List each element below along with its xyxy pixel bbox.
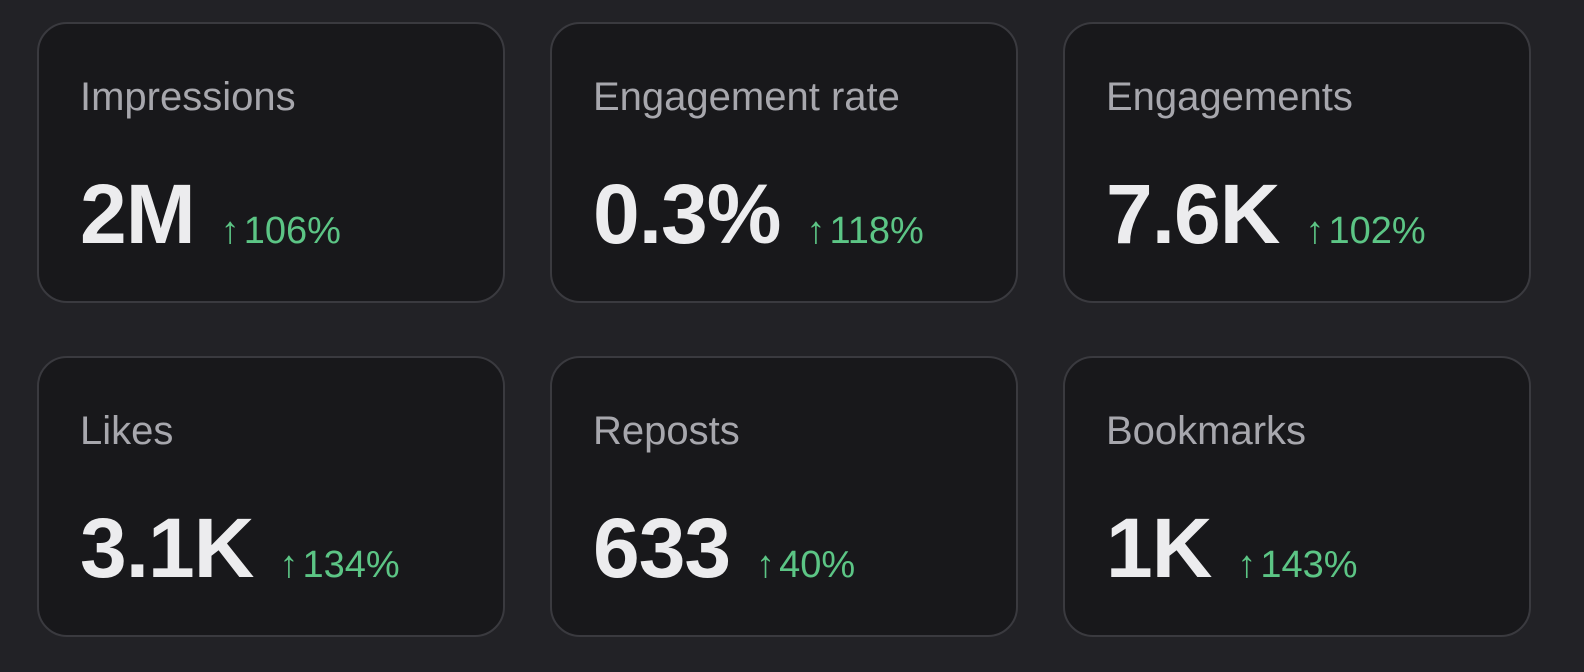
metric-change: ↑ 106% xyxy=(221,210,341,253)
metric-value: 1K xyxy=(1106,501,1212,595)
metric-change-value: 143% xyxy=(1260,544,1358,586)
metric-value-row: 633 ↑ 40% xyxy=(593,498,855,598)
metric-value-row: 0.3% ↑ 118% xyxy=(593,164,924,264)
metric-card-reposts: Reposts 633 ↑ 40% xyxy=(550,356,1018,637)
arrow-up-icon: ↑ xyxy=(806,210,826,252)
metric-card-bookmarks: Bookmarks 1K ↑ 143% xyxy=(1063,356,1531,637)
metric-change: ↑ 143% xyxy=(1237,544,1357,587)
metric-value: 0.3% xyxy=(593,167,781,261)
metric-label: Engagements xyxy=(1106,75,1353,119)
metric-label: Impressions xyxy=(80,75,296,119)
metric-value: 7.6K xyxy=(1106,167,1280,261)
metric-change: ↑ 102% xyxy=(1305,210,1425,253)
metric-card-engagement-rate: Engagement rate 0.3% ↑ 118% xyxy=(550,22,1018,303)
metric-value-row: 7.6K ↑ 102% xyxy=(1106,164,1426,264)
arrow-up-icon: ↑ xyxy=(279,544,299,586)
metric-change-value: 106% xyxy=(243,210,341,252)
metric-value: 633 xyxy=(593,501,731,595)
arrow-up-icon: ↑ xyxy=(1305,210,1325,252)
metric-change: ↑ 118% xyxy=(806,210,923,253)
metric-change: ↑ 40% xyxy=(756,544,855,587)
metric-value-row: 1K ↑ 143% xyxy=(1106,498,1358,598)
metrics-grid: Impressions 2M ↑ 106% Engagement rate 0.… xyxy=(37,22,1547,637)
metric-label: Likes xyxy=(80,409,174,453)
metric-change-value: 134% xyxy=(302,544,400,586)
metric-label: Engagement rate xyxy=(593,75,900,119)
metric-value-row: 2M ↑ 106% xyxy=(80,164,341,264)
metric-value-row: 3.1K ↑ 134% xyxy=(80,498,400,598)
metric-change-value: 102% xyxy=(1328,210,1426,252)
arrow-up-icon: ↑ xyxy=(220,210,240,252)
metric-card-impressions: Impressions 2M ↑ 106% xyxy=(37,22,505,303)
metric-card-likes: Likes 3.1K ↑ 134% xyxy=(37,356,505,637)
metric-label: Reposts xyxy=(593,409,740,453)
metric-label: Bookmarks xyxy=(1106,409,1307,453)
metric-change-value: 40% xyxy=(779,544,856,586)
metric-value: 2M xyxy=(80,167,196,261)
metric-change: ↑ 134% xyxy=(279,544,399,587)
metric-value: 3.1K xyxy=(80,501,254,595)
metric-change-value: 118% xyxy=(829,210,924,252)
arrow-up-icon: ↑ xyxy=(1237,544,1257,586)
metric-card-engagements: Engagements 7.6K ↑ 102% xyxy=(1063,22,1531,303)
arrow-up-icon: ↑ xyxy=(756,544,776,586)
